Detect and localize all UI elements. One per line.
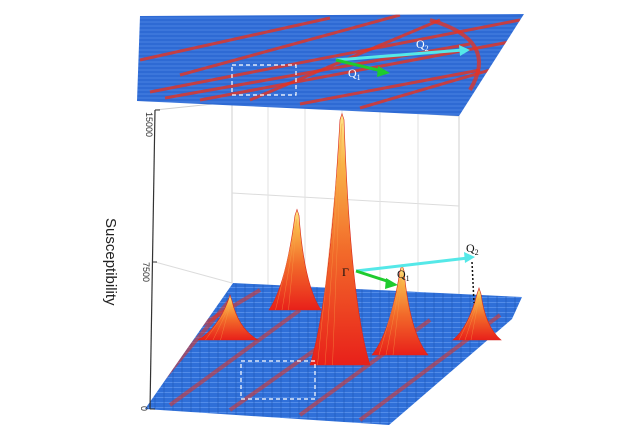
surface-streak [179, 14, 401, 77]
z-axis-title: Susceptibility [102, 218, 119, 306]
q2-dotted-drop [471, 261, 475, 304]
top-q1-arrow [335, 58, 383, 73]
q2-subscript: 2 [475, 248, 479, 257]
peak-texture [458, 297, 480, 341]
peak-unlabeled [196, 293, 260, 341]
peak-texture [464, 297, 480, 341]
top-q2-arrowhead [459, 45, 470, 56]
z-tick-label-mid: 7500 [141, 262, 151, 282]
peak-texture [332, 123, 343, 366]
top-q2-arrow [335, 48, 464, 62]
grid-line [154, 261, 233, 284]
peak-texture [220, 304, 231, 341]
surface-streak [139, 16, 331, 62]
peak-unlabeled [268, 208, 322, 311]
z-axis-line [149, 109, 156, 410]
top-q1-arrowhead [377, 66, 390, 77]
surface-streak [168, 308, 302, 407]
top-q2-subscript: 2 [425, 44, 429, 53]
top-projection-plane [137, 14, 524, 116]
q1-label: Q1 [397, 267, 410, 283]
z-axis: 15000 7500 0 Susceptibility [102, 109, 160, 411]
bottom-vectors: Γ Q1 Q2 [342, 241, 479, 304]
q1-arrow [355, 269, 391, 284]
z-tick-label-top: 15000 [144, 112, 154, 137]
peak-texture [470, 297, 480, 341]
peak-Q1 [371, 263, 429, 356]
peak-texture [281, 219, 298, 311]
q2-arrowhead [464, 252, 475, 263]
top-q2-letter: Q [416, 37, 425, 51]
surface-streak [429, 18, 481, 92]
peak-texture [392, 274, 403, 356]
peak-texture [378, 274, 403, 356]
q2-label: Q2 [466, 241, 479, 257]
top-vectors: Q2 Q1 [335, 37, 470, 82]
bottom-highlight-box [240, 360, 316, 400]
top-highlight-box [231, 64, 297, 96]
top-q1-subscript: 1 [357, 73, 361, 82]
top-q1-label: Q1 [348, 66, 361, 82]
q1-arrowhead [385, 278, 398, 289]
peak-texture [212, 304, 231, 341]
top-q2-label: Q2 [416, 37, 429, 53]
peak-texture [317, 123, 343, 366]
top-q1-letter: Q [348, 66, 357, 80]
q2-arrow [355, 256, 469, 273]
q2-letter: Q [466, 241, 475, 255]
q1-letter: Q [397, 267, 406, 281]
q1-subscript: 1 [406, 274, 410, 283]
peak-texture [275, 219, 298, 311]
z-tick-label-bottom: 0 [139, 406, 149, 411]
gamma-label: Γ [342, 265, 349, 279]
peak-texture [324, 123, 343, 366]
surface-streak [299, 68, 481, 106]
peak-texture [288, 219, 298, 311]
chart-grid [154, 101, 460, 297]
peak-gamma [309, 112, 371, 366]
peak-texture [385, 274, 403, 356]
peak-texture [205, 304, 231, 341]
